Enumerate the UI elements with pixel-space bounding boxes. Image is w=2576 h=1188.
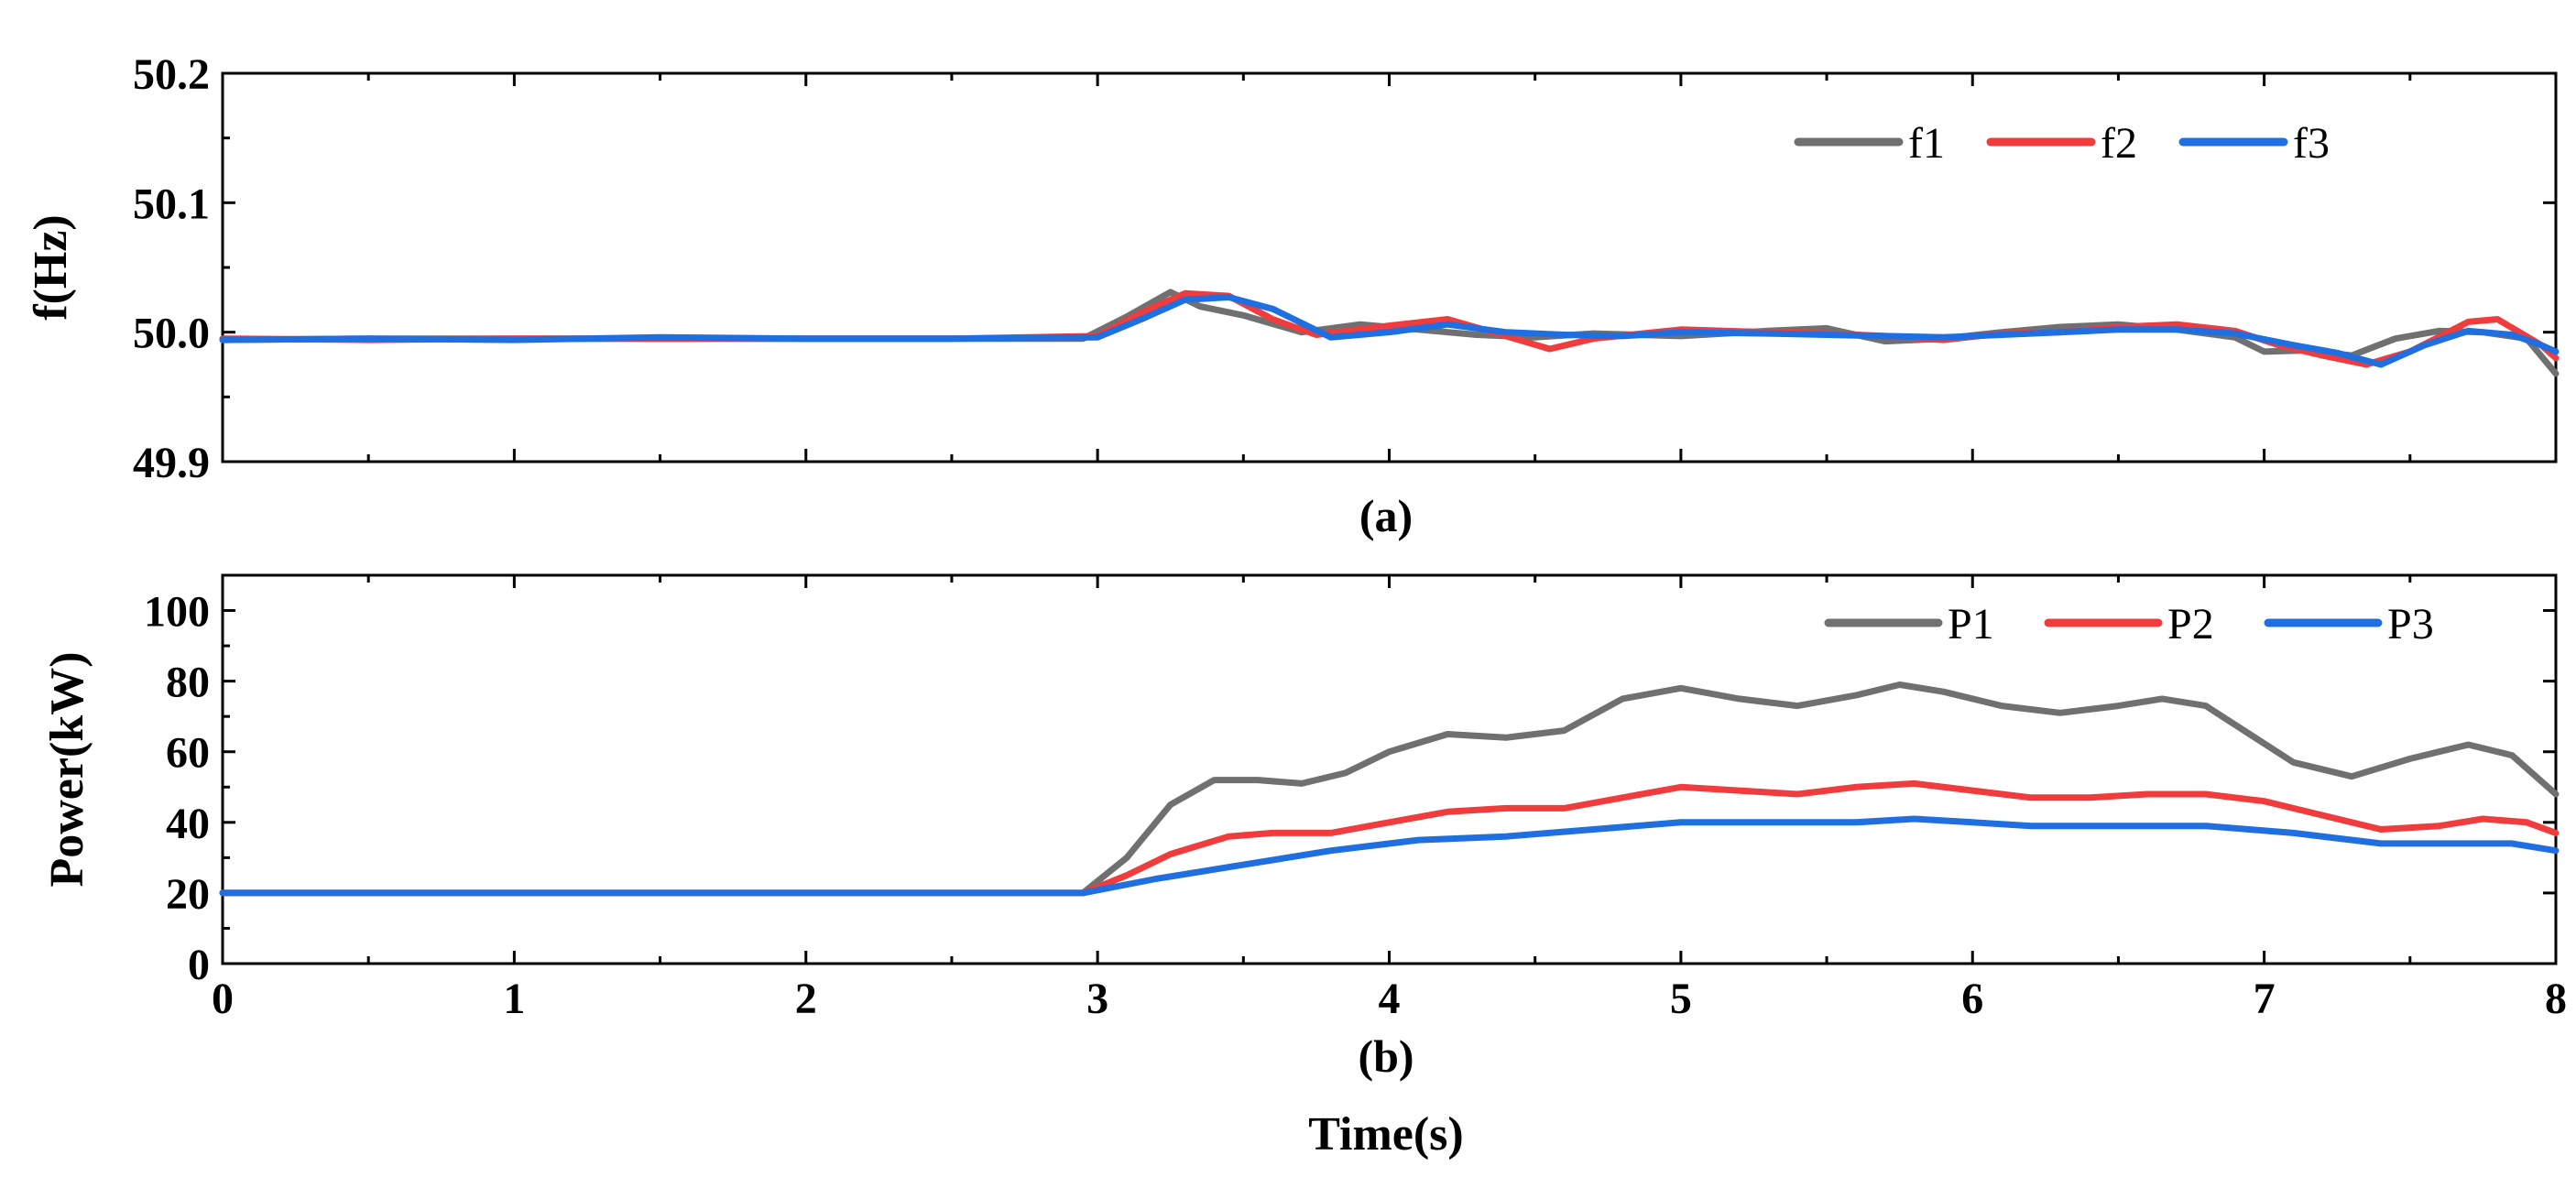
y-tick-label: 100 xyxy=(144,588,210,637)
legend-label-P1: P1 xyxy=(1948,600,1994,648)
y-tick-label: 50.0 xyxy=(133,310,210,358)
y-tick-label: 40 xyxy=(166,800,210,848)
y-tick-label: 49.9 xyxy=(133,439,210,487)
x-tick-label: 8 xyxy=(2545,975,2567,1023)
series-line-f3 xyxy=(219,294,2560,368)
panel-a-ylabel: f(Hz) xyxy=(25,214,77,320)
x-tick-label: 3 xyxy=(1086,975,1108,1023)
y-tick-label: 0 xyxy=(188,941,210,989)
x-tick-label: 2 xyxy=(795,975,817,1023)
panel-a-frequency: 50.2 50.1 50.0 49.9 f1 f2 f3 f(Hz) (a) xyxy=(25,50,2560,541)
y-tick-label: 60 xyxy=(166,729,210,778)
x-tick-label: 1 xyxy=(503,975,525,1023)
panel-b-ytick-labels: 100 80 60 40 20 0 xyxy=(144,588,210,989)
panel-b-ticks xyxy=(221,575,2558,965)
panel-b-xlabel: Time(s) xyxy=(1308,1108,1463,1161)
y-tick-label: 20 xyxy=(166,870,210,919)
x-tick-label: 4 xyxy=(1379,975,1401,1023)
panel-b-label: (b) xyxy=(1358,1030,1414,1082)
y-tick-label: 50.1 xyxy=(133,180,210,228)
series-line-P1 xyxy=(219,681,2560,897)
y-tick-label: 50.2 xyxy=(133,50,210,99)
legend-label-P3: P3 xyxy=(2387,600,2434,648)
x-tick-label: 7 xyxy=(2254,975,2276,1023)
series-line-P3 xyxy=(219,815,2560,897)
panel-a-ticks xyxy=(221,71,2558,463)
legend-label-P2: P2 xyxy=(2167,600,2214,648)
panel-a-legend: f1 f2 f3 xyxy=(1794,119,2330,168)
panel-b-ylabel: Power(kW) xyxy=(41,651,93,887)
y-tick-label: 80 xyxy=(166,659,210,707)
panel-b-legend: P1 P2 P3 xyxy=(1824,600,2434,648)
legend-label-f2: f2 xyxy=(2101,119,2137,168)
panel-a-series xyxy=(219,289,2560,377)
legend-label-f1: f1 xyxy=(1908,119,1945,168)
x-tick-label: 6 xyxy=(1961,975,1983,1023)
panel-a-ytick-labels: 50.2 50.1 50.0 49.9 xyxy=(133,50,210,487)
panel-b-xtick-labels: 0 1 2 3 4 5 6 7 8 xyxy=(212,975,2567,1023)
panel-b-series xyxy=(219,681,2560,897)
panel-a-label: (a) xyxy=(1359,490,1413,541)
panel-a-plot-frame xyxy=(221,71,2558,463)
x-tick-label: 5 xyxy=(1670,975,1692,1023)
legend-label-f3: f3 xyxy=(2293,119,2330,168)
x-tick-label: 0 xyxy=(212,975,234,1023)
series-line-P2 xyxy=(219,779,2560,897)
